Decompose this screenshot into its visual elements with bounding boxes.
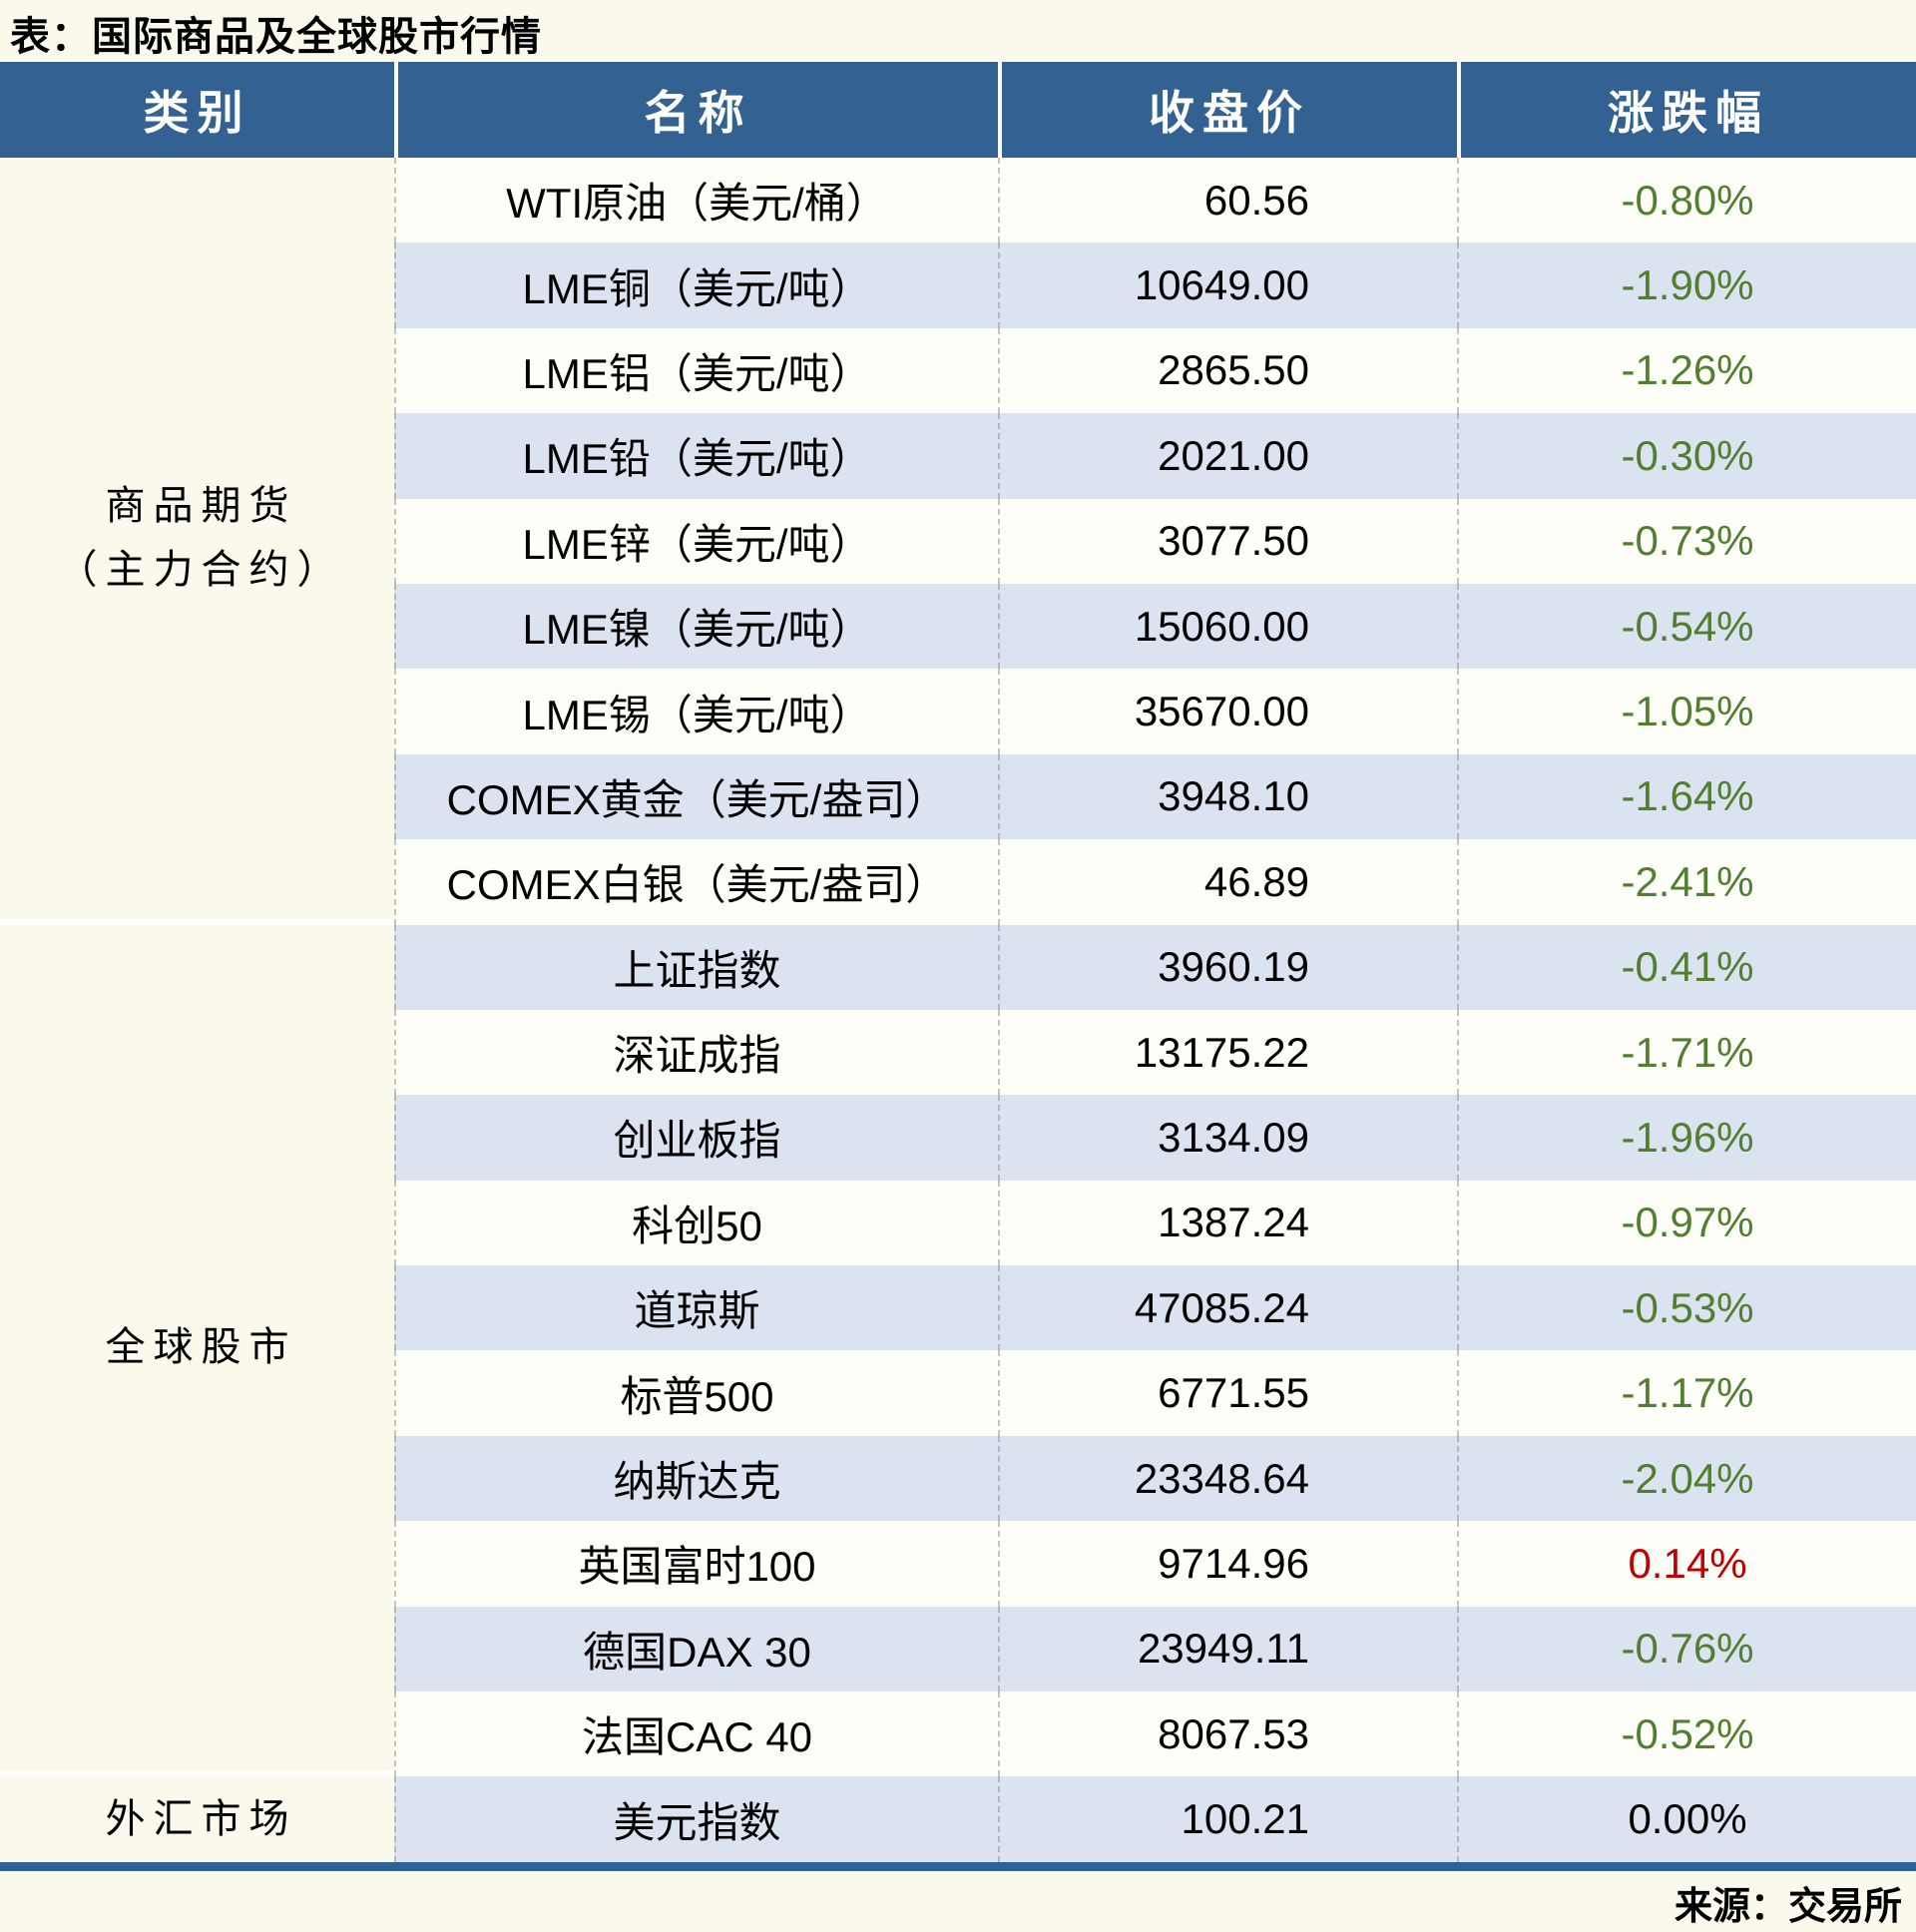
table-row: LME铅（美元/吨） 2021.00 -0.30% (0, 413, 1916, 499)
close-price: 15060.00 (998, 583, 1457, 670)
table-row: COMEX白银（美元/盎司） 46.89 -2.41% (0, 839, 1916, 925)
instrument-name: 美元指数 (394, 1776, 998, 1862)
table-row: 深证成指 13175.22 -1.71% (0, 1009, 1916, 1096)
instrument-name: 英国富时100 (394, 1521, 998, 1607)
instrument-name: 创业板指 (394, 1095, 998, 1181)
instrument-name: LME锌（美元/吨） (394, 498, 998, 584)
close-price: 10649.00 (998, 242, 1457, 328)
header-close: 收盘价 (998, 62, 1457, 158)
quotes-table: 类别 名称 收盘价 涨跌幅 商品期货 （主力合约） WTI原油（美元/桶） 60.56… (0, 62, 1916, 1871)
table-row: LME锌（美元/吨） 3077.50 -0.73% (0, 498, 1916, 584)
header-category: 类别 (0, 62, 394, 158)
table-row: LME镍（美元/吨） 15060.00 -0.54% (0, 583, 1916, 670)
close-price: 1387.24 (998, 1180, 1457, 1266)
table-row: 标普500 6771.55 -1.17% (0, 1350, 1916, 1436)
close-price: 2021.00 (998, 413, 1457, 499)
close-price: 3077.50 (998, 498, 1457, 584)
instrument-name: 纳斯达克 (394, 1435, 998, 1522)
instrument-name: COMEX白银（美元/盎司） (394, 839, 998, 925)
instrument-name: 道琼斯 (394, 1265, 998, 1351)
change-percent: -1.90% (1457, 242, 1916, 328)
change-percent: -2.41% (1457, 839, 1916, 925)
close-price: 13175.22 (998, 1009, 1457, 1096)
instrument-name: LME铅（美元/吨） (394, 413, 998, 499)
category-cell: 外汇市场 (105, 1797, 297, 1842)
table-body: 商品期货 （主力合约） WTI原油（美元/桶） 60.56 -0.80% LME铜（美元/… (0, 158, 1916, 1862)
table-row: LME锡（美元/吨） 35670.00 -1.05% (0, 669, 1916, 754)
close-price: 3134.09 (998, 1095, 1457, 1181)
instrument-name: LME铝（美元/吨） (394, 327, 998, 414)
close-price: 6771.55 (998, 1350, 1457, 1436)
instrument-name: 德国DAX 30 (394, 1606, 998, 1692)
source-note: 来源：交易所 (1674, 1886, 1902, 1928)
change-percent: -0.76% (1457, 1606, 1916, 1692)
header-row: 类别 名称 收盘价 涨跌幅 (0, 62, 1916, 158)
change-percent: -0.80% (1457, 158, 1916, 243)
table-row: 德国DAX 30 23949.11 -0.76% (0, 1606, 1916, 1692)
close-price: 60.56 (998, 158, 1457, 243)
change-percent: -0.97% (1457, 1180, 1916, 1266)
change-percent: -0.41% (1457, 924, 1916, 1010)
close-price: 23949.11 (998, 1606, 1457, 1692)
change-percent: 0.00% (1457, 1776, 1916, 1862)
instrument-name: 法国CAC 40 (394, 1691, 998, 1777)
change-percent: -1.26% (1457, 327, 1916, 414)
instrument-name: COMEX黄金（美元/盎司） (394, 753, 998, 840)
table-row: 道琼斯 47085.24 -0.53% (0, 1265, 1916, 1351)
close-price: 47085.24 (998, 1265, 1457, 1351)
close-price: 23348.64 (998, 1435, 1457, 1522)
category-cell: 全球股市 (0, 925, 394, 1777)
instrument-name: 科创50 (394, 1180, 998, 1266)
table-row: 全球股市 上证指数 3960.19 -0.41% (0, 924, 1916, 1777)
change-percent: -0.52% (1457, 1691, 1916, 1777)
change-percent: -1.17% (1457, 1350, 1916, 1436)
table-row: 科创50 1387.24 -0.97% (0, 1180, 1916, 1266)
header-change: 涨跌幅 (1457, 62, 1916, 158)
table-row: COMEX黄金（美元/盎司） 3948.10 -1.64% (0, 753, 1916, 840)
table-row: 外汇市场 美元指数 100.21 0.00% (0, 1776, 1916, 1862)
change-percent: -0.30% (1457, 413, 1916, 499)
change-percent: -1.05% (1457, 669, 1916, 754)
close-price: 46.89 (998, 839, 1457, 925)
instrument-name: WTI原油（美元/桶） (394, 158, 998, 243)
table-row: LME铜（美元/吨） 10649.00 -1.90% (0, 242, 1916, 328)
table-row: 英国富时100 9714.96 0.14% (0, 1521, 1916, 1607)
table-row: LME铝（美元/吨） 2865.50 -1.26% (0, 327, 1916, 414)
close-price: 9714.96 (998, 1521, 1457, 1607)
page-title: 表：国际商品及全球股市行情 (10, 15, 542, 59)
instrument-name: LME锡（美元/吨） (394, 669, 998, 754)
change-percent: -1.96% (1457, 1095, 1916, 1181)
close-price: 3948.10 (998, 753, 1457, 840)
close-price: 2865.50 (998, 327, 1457, 414)
instrument-name: 上证指数 (394, 924, 998, 1010)
close-price: 8067.53 (998, 1691, 1457, 1777)
category-cell: 商品期货 （主力合约） (0, 158, 394, 925)
close-price: 3960.19 (998, 924, 1457, 1010)
close-price: 100.21 (998, 1776, 1457, 1862)
change-percent: -1.64% (1457, 753, 1916, 840)
instrument-name: 标普500 (394, 1350, 998, 1436)
table-header: 类别 名称 收盘价 涨跌幅 (0, 62, 1916, 158)
instrument-name: LME镍（美元/吨） (394, 583, 998, 670)
table-row: 商品期货 （主力合约） WTI原油（美元/桶） 60.56 -0.80% (0, 158, 1916, 925)
close-price: 35670.00 (998, 669, 1457, 754)
change-percent: -0.53% (1457, 1265, 1916, 1351)
change-percent: 0.14% (1457, 1521, 1916, 1607)
change-percent: -0.73% (1457, 498, 1916, 584)
change-percent: -2.04% (1457, 1435, 1916, 1522)
instrument-name: LME铜（美元/吨） (394, 242, 998, 328)
table-row: 纳斯达克 23348.64 -2.04% (0, 1435, 1916, 1522)
change-percent: -1.71% (1457, 1009, 1916, 1096)
table-row: 法国CAC 40 8067.53 -0.52% (0, 1691, 1916, 1777)
table-row: 创业板指 3134.09 -1.96% (0, 1095, 1916, 1181)
header-name: 名称 (394, 62, 998, 158)
change-percent: -0.54% (1457, 583, 1916, 670)
instrument-name: 深证成指 (394, 1009, 998, 1096)
